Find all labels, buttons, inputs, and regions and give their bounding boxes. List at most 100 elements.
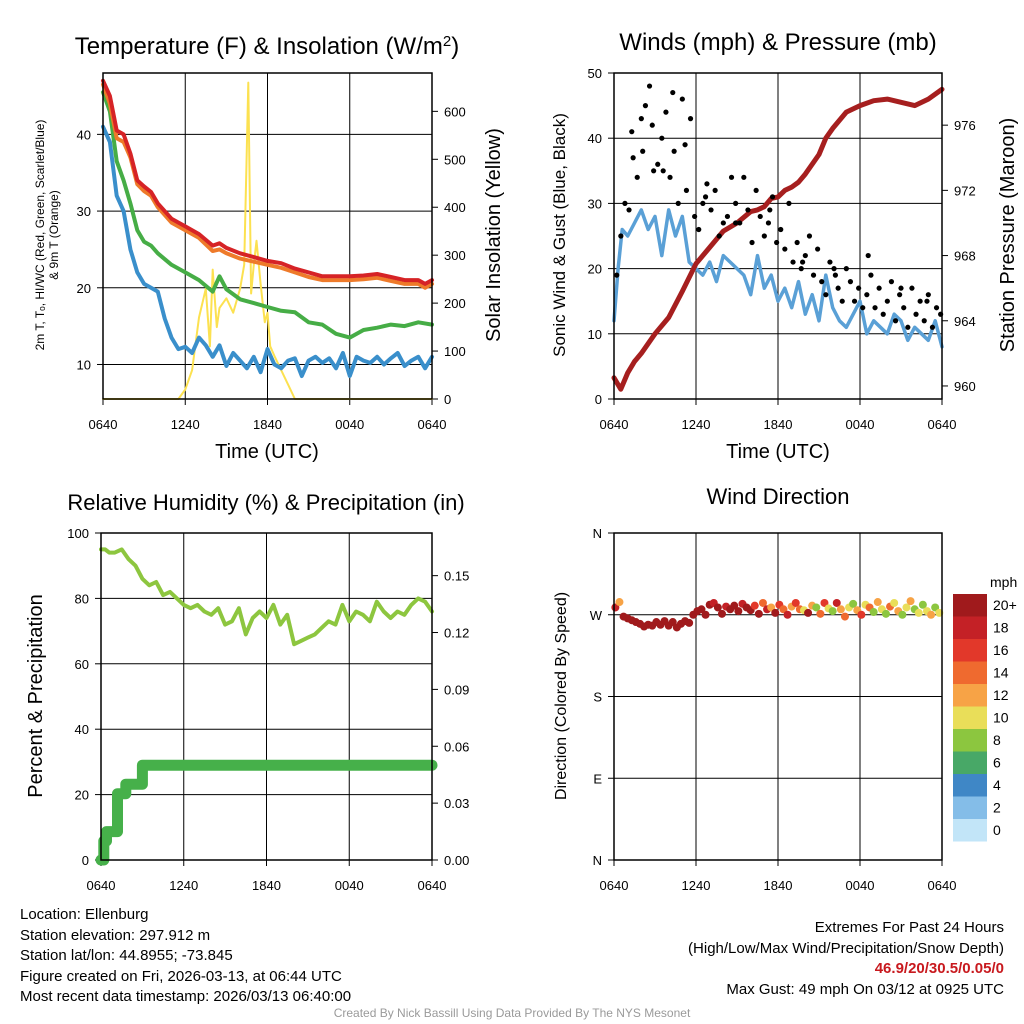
gust-point	[682, 142, 688, 148]
gust-point	[806, 233, 813, 239]
gust-point	[733, 200, 739, 206]
legend-swatch-8	[953, 774, 987, 797]
gust-point	[876, 285, 882, 291]
gust-point	[646, 83, 653, 89]
gust-point	[728, 174, 735, 180]
winds-ytick-label-0: 0	[595, 392, 602, 407]
temperature-ytick-label-3: 40	[77, 127, 91, 142]
humidity-ytick-label-4: 80	[75, 591, 89, 606]
direction-point	[783, 610, 792, 619]
gust-point	[630, 155, 636, 161]
temperature-ytick-label-0: 10	[77, 357, 91, 372]
legend-swatch-4	[953, 684, 987, 707]
gust-point	[741, 174, 747, 180]
temperature-y2tick-label-5: 500	[444, 152, 466, 167]
direction-point	[701, 610, 710, 619]
gust-point	[659, 135, 665, 141]
direction-xtick-label-1: 1240	[682, 878, 711, 893]
credit-text: Created By Nick Bassill Using Data Provi…	[333, 1006, 691, 1020]
gust-point	[802, 252, 808, 259]
series-precip	[95, 759, 438, 866]
direction-point	[918, 600, 927, 609]
humidity-ytick-label-2: 40	[75, 722, 89, 737]
winds-xtick-label-4: 0640	[928, 417, 957, 432]
humidity-ytick-label-0: 0	[82, 853, 89, 868]
legend-swatch-1	[953, 616, 987, 639]
humidity-y2tick-label-3: 0.09	[444, 682, 469, 697]
direction-point	[758, 598, 767, 607]
direction-ytick-label-4: N	[593, 526, 602, 541]
direction-point	[849, 599, 858, 608]
legend-label-8: 4	[993, 777, 1001, 793]
gust-point	[901, 305, 907, 311]
humidity-title: Relative Humidity (%) & Precipitation (i…	[67, 490, 464, 515]
gust-point	[800, 259, 806, 265]
direction-point	[914, 608, 923, 617]
direction-point	[931, 603, 940, 612]
gust-point	[810, 272, 817, 278]
gust-point	[663, 109, 669, 115]
gust-point	[618, 233, 624, 239]
gust-point	[761, 233, 767, 239]
direction-point	[804, 608, 813, 617]
extremes-legend: (High/Low/Max Wind/Precipitation/Snow De…	[688, 939, 1004, 957]
direction-panel: Wind Direction Direction (Colored By Spe…	[553, 484, 1017, 893]
series-rh	[99, 547, 434, 647]
series-9m-t	[101, 82, 434, 290]
gust-point	[884, 298, 890, 304]
gust-point	[660, 168, 666, 174]
title-part: Temperature (F) & Insolation (W/m	[75, 33, 443, 60]
direction-point	[890, 598, 899, 607]
gust-point	[856, 285, 862, 291]
gust-point	[679, 96, 685, 102]
gust-point	[924, 298, 930, 304]
legend-swatch-3	[953, 661, 987, 684]
gust-point	[716, 233, 722, 239]
gust-point	[868, 272, 874, 278]
gust-point	[905, 324, 911, 330]
winds-x-label: Time (UTC)	[726, 441, 830, 463]
direction-point	[754, 609, 763, 618]
humidity-xtick-label-3: 0040	[335, 878, 364, 893]
gust-point	[835, 285, 841, 291]
gust-point	[843, 266, 849, 272]
temperature-y2tick-label-3: 300	[444, 248, 466, 263]
series-td	[101, 124, 434, 378]
gust-point	[745, 207, 751, 213]
direction-point	[906, 597, 915, 606]
direction-point	[771, 608, 780, 617]
direction-point	[857, 610, 866, 619]
winds-ytick-label-3: 30	[588, 196, 602, 211]
gust-point	[790, 259, 796, 265]
temperature-xtick-label-4: 0640	[418, 417, 447, 432]
winds-xtick-label-2: 1840	[764, 417, 793, 432]
humidity-ytick-label-3: 60	[75, 657, 89, 672]
direction-point	[869, 608, 878, 617]
gust-point	[832, 272, 839, 278]
gust-point	[683, 187, 690, 193]
gust-point	[737, 220, 743, 226]
gust-point	[733, 220, 739, 226]
direction-point	[832, 598, 841, 607]
temperature-x-label: Time (UTC)	[215, 441, 319, 463]
gust-point	[925, 292, 931, 298]
direction-xtick-label-3: 0040	[846, 878, 875, 893]
winds-y2tick-label-4: 976	[954, 118, 976, 133]
direction-point	[685, 618, 694, 627]
gust-point	[642, 103, 649, 109]
gust-point	[872, 305, 878, 311]
max-gust-text: Max Gust: 49 mph On 03/12 at 0925 UTC	[726, 980, 1004, 998]
gust-point	[847, 279, 854, 285]
direction-point	[927, 610, 936, 619]
station-info: Location: Ellenburg Station elevation: 2…	[20, 905, 351, 1008]
gust-point	[687, 116, 694, 122]
gust-point	[704, 181, 710, 187]
gust-point	[778, 226, 784, 233]
legend-label-1: 18	[993, 620, 1009, 636]
direction-point	[713, 603, 722, 612]
temperature-y2tick-label-2: 200	[444, 296, 466, 311]
gust-point	[798, 266, 804, 272]
temperature-y-label-line-2: & 9m T (Orange)	[47, 190, 61, 280]
direction-point	[820, 598, 829, 607]
